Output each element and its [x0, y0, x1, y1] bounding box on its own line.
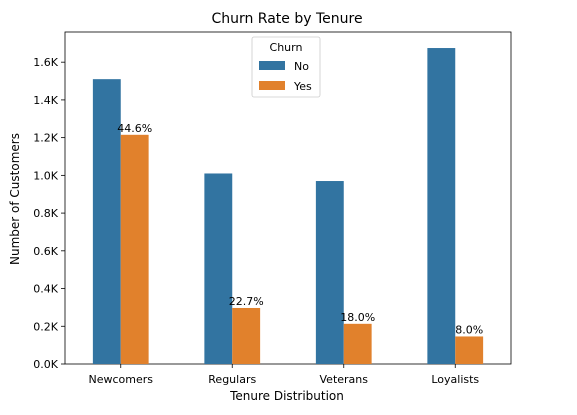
- x-tick-label: Regulars: [208, 373, 256, 386]
- legend-swatch-yes: [259, 81, 285, 90]
- y-tick-label: 0.8K: [33, 207, 58, 220]
- legend-title: Churn: [270, 41, 303, 54]
- bar-labels: 44.6% 22.7% 18.0% 8.0%: [117, 122, 483, 337]
- y-axis: 0.0K 0.2K 0.4K 0.6K 0.8K 1.0K 1.2K 1.4K 1.6K: [33, 56, 65, 371]
- y-tick-label: 0.0K: [33, 358, 58, 371]
- legend: Churn No Yes: [251, 36, 321, 98]
- bar-yes: [343, 323, 372, 364]
- bar-no: [92, 79, 121, 364]
- bar-value-label: 22.7%: [229, 295, 264, 308]
- x-tick-label: Loyalists: [431, 373, 479, 386]
- y-tick-label: 1.6K: [33, 56, 58, 69]
- bar-no: [204, 173, 233, 364]
- legend-swatch-no: [259, 61, 285, 70]
- legend-label-no: No: [294, 60, 309, 73]
- bar-value-label: 8.0%: [455, 323, 483, 336]
- bars: [92, 48, 484, 365]
- y-tick-label: 0.2K: [33, 320, 58, 333]
- y-tick-label: 0.6K: [33, 245, 58, 258]
- plot-area: [64, 31, 512, 365]
- y-tick-label: 1.4K: [33, 94, 58, 107]
- bar-value-label: 18.0%: [340, 311, 375, 324]
- y-axis-label: Number of Customers: [8, 133, 22, 265]
- y-tick-label: 1.2K: [33, 132, 58, 145]
- x-tick-label: Newcomers: [88, 373, 153, 386]
- y-tick-label: 1.0K: [33, 169, 58, 182]
- bar-no: [427, 48, 456, 365]
- y-tick-label: 0.4K: [33, 283, 58, 296]
- bar-value-label: 44.6%: [117, 122, 152, 135]
- bar-no: [315, 181, 344, 364]
- legend-label-yes: Yes: [293, 80, 312, 93]
- bar-yes: [120, 134, 149, 364]
- x-tick-label: Veterans: [320, 373, 369, 386]
- x-axis-label: Tenure Distribution: [229, 389, 344, 403]
- bar-yes: [455, 336, 484, 364]
- chart-title: Churn Rate by Tenure: [211, 11, 362, 27]
- plot-frame: [64, 31, 512, 365]
- x-axis: Newcomers Regulars Veterans Loyalists: [88, 364, 479, 386]
- bar-yes: [232, 307, 261, 364]
